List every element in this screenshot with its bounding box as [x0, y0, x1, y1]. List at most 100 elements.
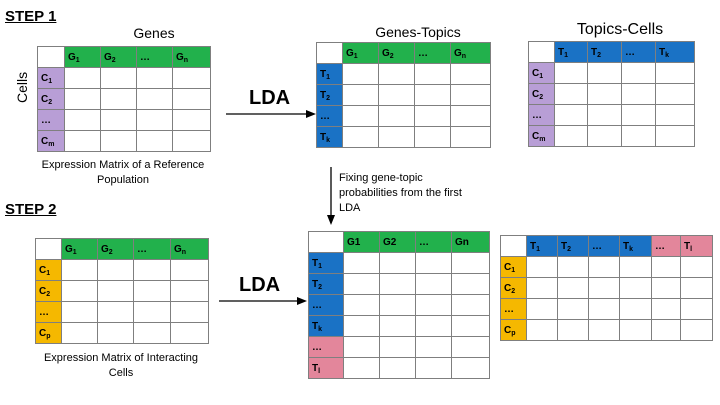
matrix-cell	[378, 105, 415, 127]
caption-line-1: Expression Matrix of Interacting	[43, 352, 199, 364]
row-header-text: C	[532, 130, 540, 142]
row-header-text: C	[39, 285, 47, 297]
matrix-cell	[451, 273, 490, 295]
matrix-cell	[526, 277, 558, 299]
column-header: …	[414, 42, 451, 64]
row-header-text: …	[532, 109, 542, 121]
lda-arrow-step2	[219, 297, 307, 305]
matrix-cell	[136, 109, 173, 131]
row-header-subscript: 1	[511, 266, 516, 274]
column-header-text: T	[659, 46, 666, 58]
column-header-text: T	[591, 46, 598, 58]
matrix-cell	[379, 273, 416, 295]
row-header-subscript: 2	[511, 287, 516, 295]
row-header: Cp	[35, 322, 62, 344]
row-header-text: …	[312, 341, 322, 353]
column-header-subscript: n	[183, 56, 189, 64]
matrix-cell	[451, 336, 490, 358]
genes-topics-title: Genes-Topics	[375, 24, 461, 40]
column-header-text: …	[655, 240, 665, 252]
row-header-text: T	[320, 89, 327, 101]
row-header-text: …	[312, 299, 322, 311]
row-header-subscript: k	[326, 136, 331, 144]
column-header-subscript: 1	[72, 248, 77, 256]
matrix-cell	[378, 63, 415, 85]
row-header: C1	[500, 256, 527, 278]
matrix-row: Cm	[37, 130, 211, 152]
matrix-cell	[64, 88, 101, 110]
matrix-row: C2	[37, 88, 211, 110]
matrix-row: C2	[528, 83, 695, 105]
column-header: G2	[100, 46, 137, 68]
matrix-cell	[170, 280, 209, 302]
row-header-text: T	[320, 131, 327, 143]
column-header-text: G	[346, 47, 354, 59]
matrix-cell	[554, 104, 588, 126]
row-header-subscript: 2	[539, 93, 544, 101]
matrix-cell	[172, 109, 211, 131]
matrix-cell	[557, 277, 589, 299]
column-header-text: T	[561, 240, 568, 252]
row-header: Tk	[308, 315, 344, 337]
matrix-cell	[133, 259, 171, 281]
matrix-cell	[170, 259, 209, 281]
matrix-cell	[450, 63, 491, 85]
matrix-cell	[557, 298, 589, 320]
matrix-row: Cm	[528, 125, 695, 147]
matrix-corner-cell	[500, 235, 527, 257]
row-header-text: C	[39, 264, 47, 276]
row-header-text: T	[312, 320, 319, 332]
matrix-cell	[587, 125, 622, 147]
matrix-cell	[680, 319, 713, 341]
column-header-text: T	[684, 240, 691, 252]
matrix-cell	[61, 280, 98, 302]
matrix-cell	[587, 104, 622, 126]
transfer-note-line-2: probabilities from the first	[339, 187, 462, 199]
column-header-text: G	[68, 51, 76, 63]
matrix-cell	[170, 301, 209, 323]
column-header-text: …	[419, 236, 429, 248]
matrix-cell	[100, 130, 137, 152]
matrix-cell	[378, 84, 415, 106]
matrix-cell	[655, 83, 695, 105]
row-header-subscript: 1	[318, 262, 323, 270]
matrix-row: …	[308, 294, 490, 316]
matrix-row: Cp	[500, 319, 713, 341]
row-header: C2	[35, 280, 62, 302]
row-header-text: C	[504, 324, 512, 336]
matrix-row: T1	[316, 63, 491, 85]
column-header-text: T	[530, 240, 537, 252]
matrix-cell	[97, 301, 134, 323]
row-header-subscript: 1	[326, 73, 331, 81]
column-header: Gn	[170, 238, 209, 260]
matrix-cell	[619, 319, 652, 341]
column-header-text: T	[623, 240, 630, 252]
matrix-cell	[588, 298, 620, 320]
column-header: G1	[342, 42, 379, 64]
matrix-cell	[64, 67, 101, 89]
matrix-cell	[170, 322, 209, 344]
column-header-subscript: 2	[111, 56, 116, 64]
column-header-text: G2	[383, 236, 397, 248]
interacting-matrix-caption: Expression Matrix of Interacting Cells	[18, 351, 224, 381]
row-header: …	[37, 109, 65, 131]
matrix-cell	[651, 298, 681, 320]
matrix-row: Cp	[35, 322, 209, 344]
column-header: T2	[587, 41, 622, 63]
matrix-cell	[343, 357, 380, 379]
row-header-text: T	[312, 362, 319, 374]
interacting-expression-matrix: G1 G2… Gn C1 C2… Cp	[35, 238, 209, 344]
matrix-cell	[587, 83, 622, 105]
column-header-text: G	[176, 51, 184, 63]
matrix-cell	[621, 125, 656, 147]
column-header-subscript: k	[665, 51, 670, 59]
matrix-cell	[451, 357, 490, 379]
column-header-subscript: 1	[75, 56, 80, 64]
column-header-text: …	[592, 240, 602, 252]
matrix-row: …	[528, 104, 695, 126]
matrix-cell	[342, 63, 379, 85]
matrix-corner-cell	[316, 42, 343, 64]
caption-line-2: Population	[97, 174, 149, 186]
row-header: T1	[316, 63, 343, 85]
matrix-cell	[554, 62, 588, 84]
